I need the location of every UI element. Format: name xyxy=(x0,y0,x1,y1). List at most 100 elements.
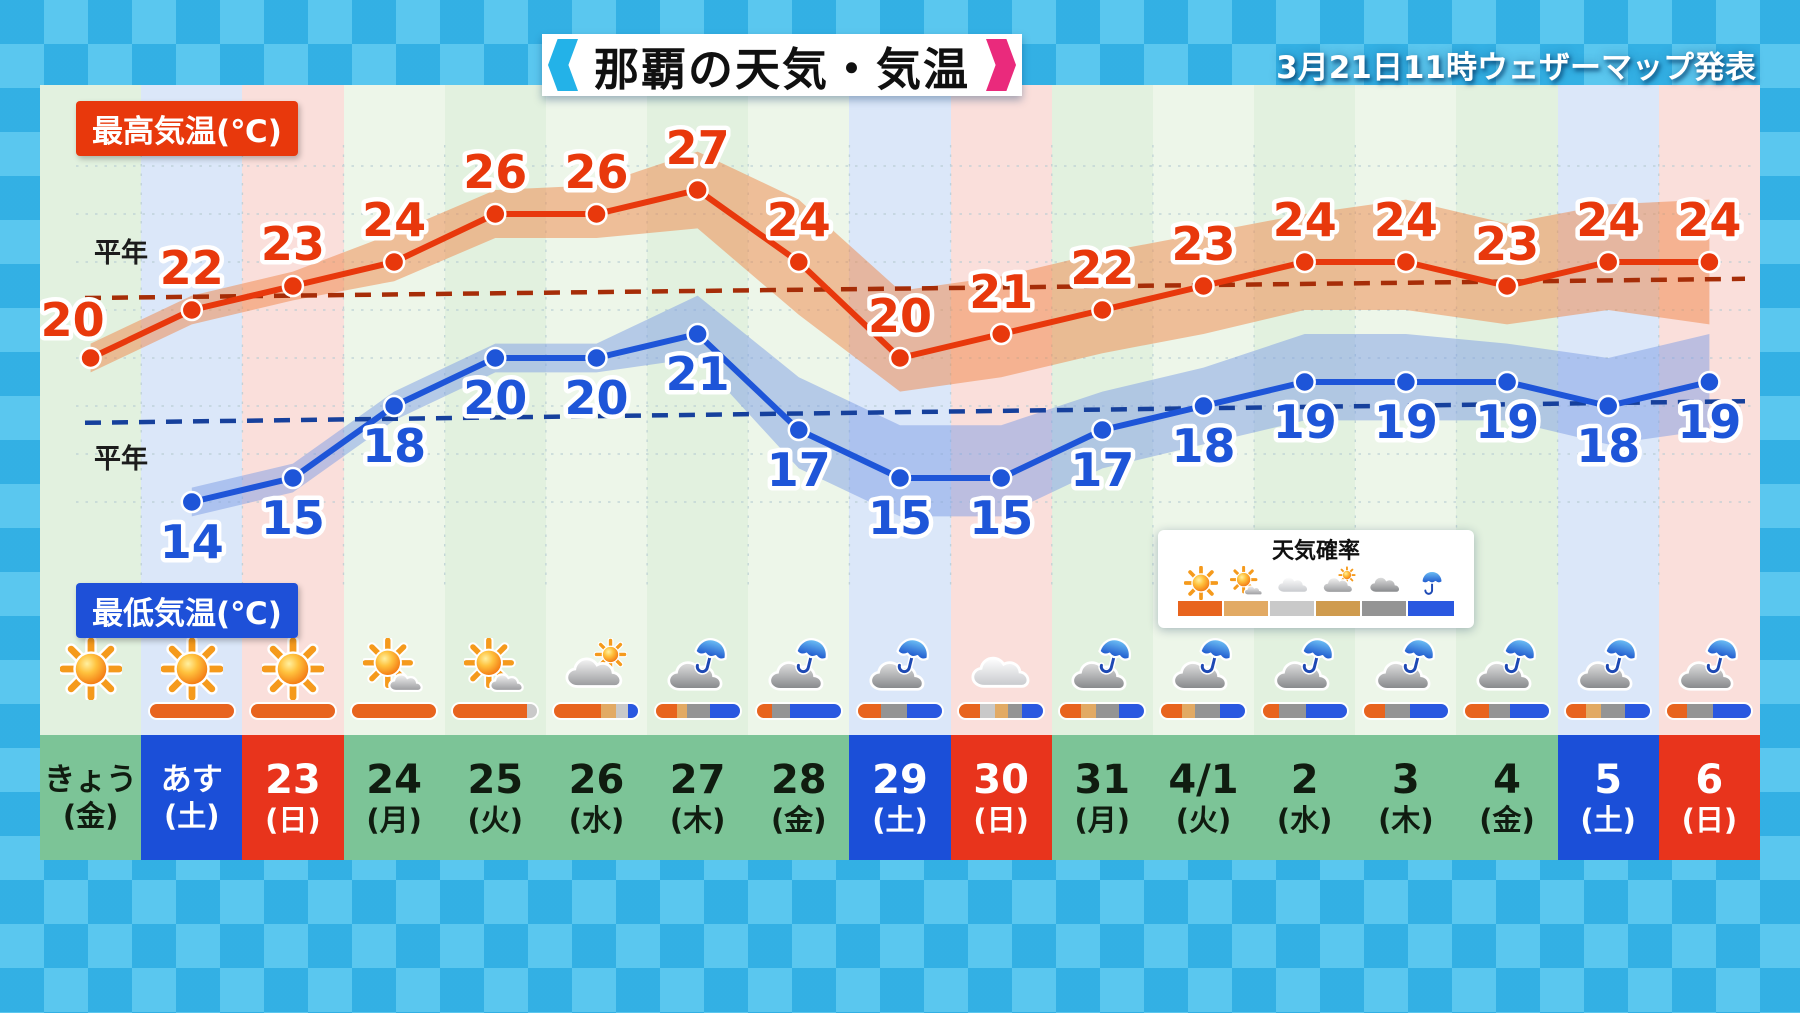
cloud-rain-icon xyxy=(1471,638,1543,700)
date-label: 31 xyxy=(1074,757,1131,803)
probability-bar xyxy=(1060,704,1145,718)
weather-day-cell xyxy=(40,638,141,718)
prob-segment-rain xyxy=(1510,704,1549,718)
prob-segment-sun xyxy=(554,704,601,718)
prob-segment-sun xyxy=(1060,704,1082,718)
date-label: 2 xyxy=(1290,757,1319,803)
weather-day-cell xyxy=(546,638,647,718)
prob-segment-sun-cloud xyxy=(676,704,687,718)
weather-day-cell xyxy=(1153,638,1254,718)
prob-segment-cloud-dark xyxy=(1687,704,1713,718)
sun-cloud-icon xyxy=(1227,566,1267,600)
weekday-label: (日) xyxy=(265,803,321,837)
prob-segment-sun-cloud xyxy=(1181,704,1196,718)
legend-color-umbrella xyxy=(1408,601,1454,616)
sun-icon xyxy=(156,638,228,700)
probability-bar xyxy=(352,704,437,718)
sun-cloud-icon xyxy=(358,638,430,700)
weekday-label: (土) xyxy=(872,803,928,837)
date-cell: あす (土) xyxy=(141,735,243,860)
probability-bar xyxy=(1363,704,1448,718)
prob-segment-sun xyxy=(1566,704,1587,718)
cloud-dark-icon xyxy=(1365,566,1405,600)
date-label: 23 xyxy=(265,757,321,803)
prob-segment-cloud-dark xyxy=(1096,704,1120,718)
probability-bar xyxy=(1464,704,1549,718)
weather-day-cell xyxy=(1254,638,1355,718)
cloud-rain-icon xyxy=(1066,638,1138,700)
probability-bar xyxy=(655,704,740,718)
prob-segment-rain xyxy=(906,704,942,718)
weekday-label: (木) xyxy=(669,803,726,837)
weekday-label: (日) xyxy=(973,803,1029,837)
legend-color-bar xyxy=(1178,601,1454,616)
date-cell: 24 (月) xyxy=(343,735,445,860)
prob-segment-rain xyxy=(1022,704,1044,718)
date-cell: 2 (水) xyxy=(1254,735,1356,860)
prob-segment-cloud xyxy=(615,704,629,718)
prob-segment-rain xyxy=(1306,704,1347,718)
date-label: 25 xyxy=(467,757,524,803)
weather-day-cell xyxy=(1558,638,1659,718)
legend-item xyxy=(1270,566,1316,600)
prob-segment-sun xyxy=(352,704,437,718)
prob-segment-cloud-dark xyxy=(1601,704,1625,718)
legend-item xyxy=(1316,566,1362,600)
banner-right-accent xyxy=(986,39,1017,91)
weekday-label: (日) xyxy=(1681,803,1738,837)
legend-item xyxy=(1178,566,1224,600)
weekday-label: (金) xyxy=(1479,803,1535,837)
announcement-text: 3月21日11時ウェザーマップ発表 xyxy=(1276,50,1756,86)
prob-segment-cloud xyxy=(527,704,538,718)
cloud-rain-icon xyxy=(763,638,835,700)
legend-item xyxy=(1408,566,1454,600)
cloud-rain-icon xyxy=(1673,638,1745,700)
cloud-icon xyxy=(1273,566,1313,600)
weekday-label: (火) xyxy=(1175,803,1232,837)
prob-segment-cloud-dark xyxy=(686,704,711,718)
prob-segment-cloud-dark xyxy=(771,704,791,718)
forecast-panel: 20 22 23 24 26 26 27 24 20 21 22 23 24 24 23 24 24 14 15 18… xyxy=(40,85,1760,860)
normal-high-label: 平年 xyxy=(94,238,148,269)
date-cell: 4/1 (火) xyxy=(1152,735,1255,860)
legend-icons xyxy=(1178,566,1454,600)
weather-icons-row xyxy=(40,638,1760,718)
weather-day-cell xyxy=(1355,638,1456,718)
weather-day-cell xyxy=(951,638,1052,718)
sun-icon xyxy=(55,638,127,700)
prob-segment-rain xyxy=(1220,704,1246,718)
probability-bar xyxy=(1566,704,1651,718)
weekday-label: (木) xyxy=(1378,803,1434,837)
prob-segment-cloud-dark xyxy=(881,704,907,718)
legend-color-cloud-sun xyxy=(1316,601,1362,616)
prob-segment-cloud-dark xyxy=(1195,704,1221,718)
probability-bar xyxy=(959,704,1044,718)
weekday-label: (土) xyxy=(1580,803,1636,837)
weekday-label: (火) xyxy=(467,803,524,837)
prob-segment-sun xyxy=(1464,704,1489,718)
sun-icon xyxy=(257,638,329,700)
date-cell: 25 (火) xyxy=(444,735,546,860)
weather-day-cell xyxy=(849,638,950,718)
weather-day-cell xyxy=(141,638,242,718)
legend-item xyxy=(1362,566,1408,600)
date-label: 27 xyxy=(669,757,726,803)
prob-segment-sun xyxy=(250,704,335,718)
date-label: 28 xyxy=(770,757,827,803)
probability-legend: 天気確率 xyxy=(1158,530,1474,628)
weekday-label: (土) xyxy=(164,798,220,833)
umbrella-icon xyxy=(1411,566,1451,600)
date-label: 30 xyxy=(973,757,1029,803)
cloud-rain-icon xyxy=(1269,638,1341,700)
weekday-label: (水) xyxy=(1276,803,1333,837)
legend-color-cloud xyxy=(1270,601,1316,616)
probability-bar xyxy=(756,704,841,718)
weather-day-cell xyxy=(1052,638,1153,718)
cloud-rain-icon xyxy=(1370,638,1442,700)
prob-segment-rain xyxy=(1119,704,1145,718)
date-cell: 4 (金) xyxy=(1456,735,1558,860)
prob-segment-sun xyxy=(453,704,528,718)
prob-segment-sun-cloud xyxy=(600,704,616,718)
sun-icon xyxy=(1181,566,1221,600)
prob-segment-rain xyxy=(1624,704,1651,718)
